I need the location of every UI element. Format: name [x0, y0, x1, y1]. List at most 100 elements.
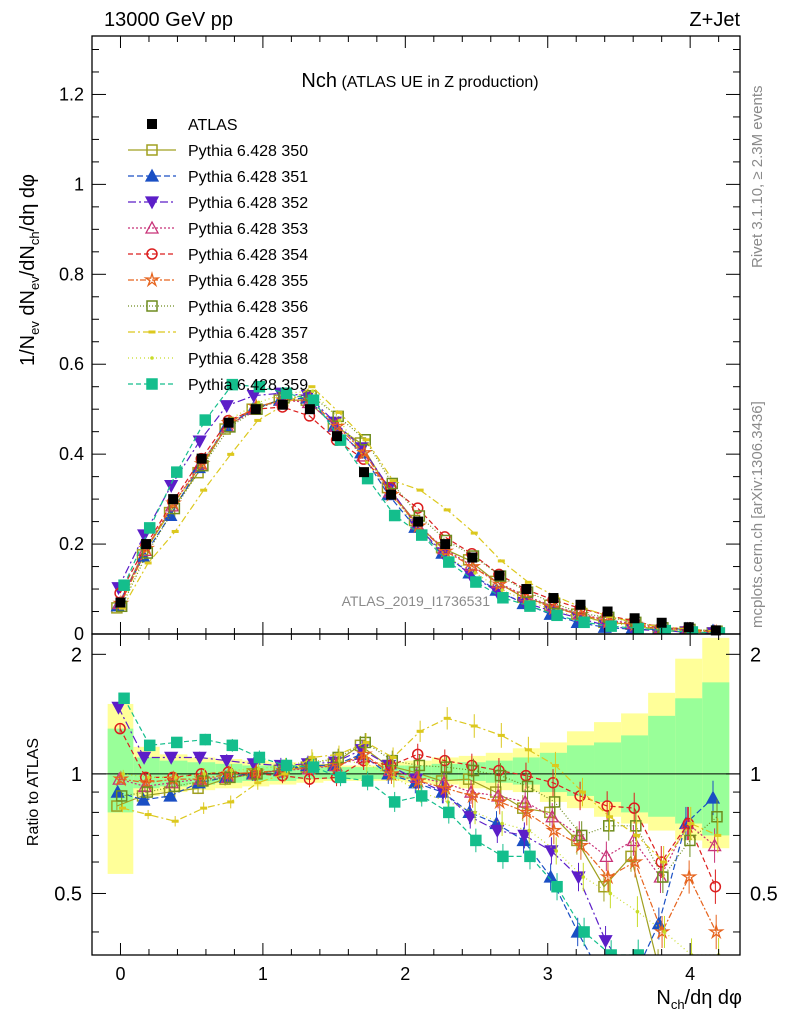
series-point-ratio	[365, 762, 369, 766]
series-point-top	[171, 466, 183, 478]
y-tick-label-bot-right: 1	[750, 764, 761, 786]
series-point-top	[226, 378, 239, 391]
top-series-clip	[110, 378, 726, 634]
series-point-ratio	[705, 790, 721, 804]
atlas-point	[196, 453, 207, 464]
series-point-ratio	[328, 756, 346, 773]
series-point-top	[219, 400, 234, 414]
series-point-ratio	[554, 849, 559, 853]
bottom-series-clip	[110, 692, 725, 987]
legend-marker-atlas	[147, 119, 157, 129]
series-point-ratio	[521, 780, 534, 793]
legend-marker-351	[144, 168, 160, 182]
series-point-ratio	[141, 786, 154, 798]
series-point-top	[470, 576, 482, 588]
series-point-ratio	[467, 764, 480, 777]
rivet-version: Rivet 3.1.10, ≥ 2.3M events	[749, 86, 766, 269]
series-point-ratio	[714, 977, 724, 987]
series-point-ratio	[548, 796, 561, 808]
series-point-ratio	[335, 752, 343, 756]
series-ratio-359	[118, 692, 724, 987]
series-point-ratio	[572, 836, 590, 853]
series-point-ratio	[334, 771, 347, 784]
atlas-point	[413, 516, 424, 527]
series-point-top	[144, 561, 152, 565]
series-point-top	[171, 529, 179, 533]
series-point-ratio	[147, 775, 151, 780]
analysis-tag: ATLAS_2019_I1736531	[342, 593, 491, 609]
legend-entry-atlas: ATLAS	[147, 117, 238, 134]
series-point-top	[464, 557, 482, 574]
atlas-point	[304, 404, 315, 415]
series-point-ratio	[416, 729, 424, 733]
series-point-ratio	[551, 880, 563, 893]
series-point-ratio	[219, 754, 234, 768]
y-tick-label-bot-right: 2	[750, 644, 761, 666]
legend-label-atlas: ATLAS	[188, 117, 238, 134]
atlas-point	[656, 617, 667, 628]
series-point-ratio	[362, 740, 370, 744]
series-point-ratio	[168, 780, 181, 793]
series-point-ratio	[464, 787, 482, 804]
series-point-ratio	[164, 751, 179, 765]
series-point-ratio	[518, 794, 533, 808]
series-point-top	[524, 600, 536, 612]
legend-marker-358	[150, 356, 154, 360]
series-point-ratio	[463, 784, 479, 798]
series-point-ratio	[575, 829, 588, 842]
series-point-ratio	[361, 775, 374, 787]
legend-label-359: Pythia 6.428 359	[188, 377, 308, 394]
atlas-point	[250, 404, 261, 415]
series-point-ratio	[608, 891, 613, 896]
y-tick-label-bot-left: 0.5	[54, 883, 82, 905]
series-point-top	[337, 418, 342, 423]
series-point-ratio	[121, 772, 126, 776]
y-axis-label-top: 1/Nev dNev/dNch/dη dφ	[17, 174, 42, 366]
series-point-top	[335, 410, 343, 414]
atlas-point	[277, 399, 288, 410]
series-line-top	[121, 395, 718, 632]
legend: ATLAS Pythia 6.428 350 Pythia 6.428 351 Pyt…	[128, 117, 308, 394]
series-point-top	[415, 529, 428, 541]
series-point-ratio	[598, 935, 613, 949]
series-point-ratio	[660, 860, 668, 864]
series-point-ratio	[144, 813, 152, 817]
series-point-ratio	[633, 833, 641, 837]
series-point-ratio	[463, 811, 478, 825]
series-point-ratio	[543, 869, 558, 883]
series-point-ratio	[527, 828, 531, 833]
legend-entry-350: Pythia 6.428 350	[128, 143, 308, 160]
atlas-point	[115, 597, 126, 608]
series-point-ratio	[386, 754, 399, 767]
series-point-ratio	[281, 772, 289, 776]
legend-marker-357	[148, 330, 156, 334]
atlas-point	[602, 606, 613, 617]
x-axis-label: Nch/dη dφ	[656, 987, 742, 1012]
series-point-ratio	[601, 800, 613, 812]
series-point-ratio	[605, 949, 617, 955]
series-point-ratio	[714, 833, 722, 837]
series-point-top	[388, 509, 401, 522]
series-point-ratio	[490, 824, 505, 838]
series-point-ratio	[118, 806, 126, 810]
legend-label-354: Pythia 6.428 354	[188, 247, 308, 264]
series-point-ratio	[443, 806, 455, 819]
series-point-ratio	[599, 849, 614, 863]
series-point-top	[118, 579, 130, 591]
series-point-ratio	[337, 758, 342, 763]
series-point-top	[256, 400, 261, 405]
series-point-top	[310, 389, 315, 394]
atlas-point	[467, 552, 478, 563]
series-point-ratio	[545, 809, 560, 823]
series-point-top	[359, 434, 371, 446]
series-point-ratio	[497, 850, 509, 863]
series-point-ratio	[581, 875, 586, 879]
series-point-ratio	[171, 736, 183, 749]
atlas-point	[521, 584, 532, 595]
y-tick-label-top: 0.2	[59, 534, 84, 554]
series-line-top	[119, 406, 716, 633]
atlas-point	[359, 467, 370, 478]
plot-frames	[91, 35, 741, 956]
atlas-point	[331, 431, 342, 442]
series-point-top	[524, 580, 532, 584]
